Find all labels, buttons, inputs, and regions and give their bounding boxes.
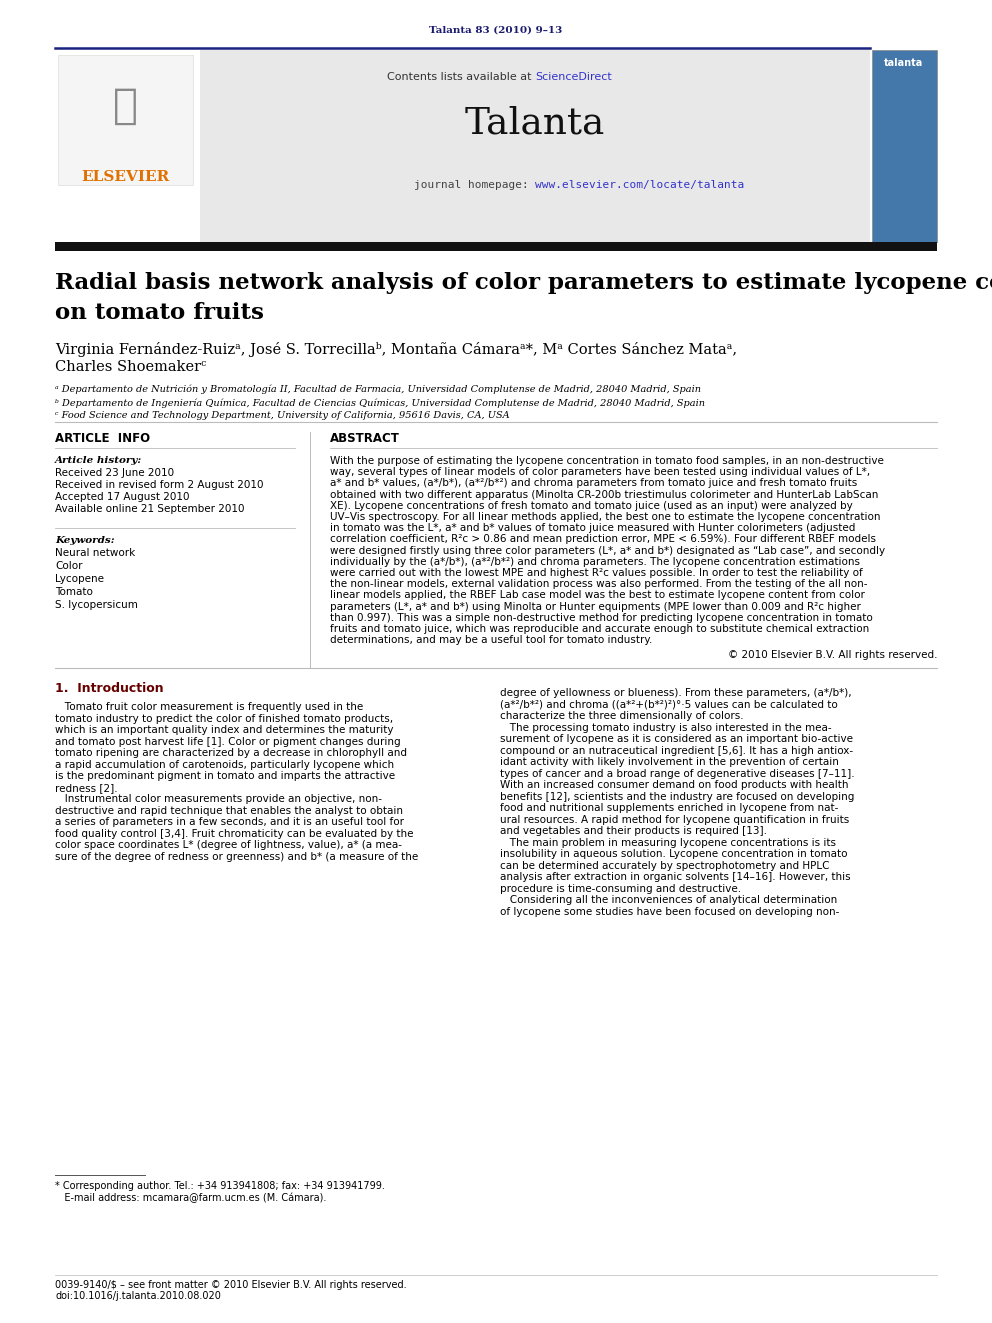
- Text: ELSEVIER: ELSEVIER: [81, 169, 169, 184]
- FancyBboxPatch shape: [872, 50, 937, 242]
- Text: parameters (L*, a* and b*) using Minolta or Hunter equipments (MPE lower than 0.: parameters (L*, a* and b*) using Minolta…: [330, 602, 861, 611]
- Text: the non-linear models, external validation process was also performed. From the : the non-linear models, external validati…: [330, 579, 867, 589]
- Text: Received 23 June 2010: Received 23 June 2010: [55, 468, 175, 478]
- Text: analysis after extraction in organic solvents [14–16]. However, this: analysis after extraction in organic sol…: [500, 872, 850, 882]
- Text: of lycopene some studies have been focused on developing non-: of lycopene some studies have been focus…: [500, 906, 839, 917]
- Text: 1.  Introduction: 1. Introduction: [55, 683, 164, 696]
- Text: food and nutritional supplements enriched in lycopene from nat-: food and nutritional supplements enriche…: [500, 803, 838, 814]
- Text: were carried out with the lowest MPE and highest R²c values possible. In order t: were carried out with the lowest MPE and…: [330, 568, 863, 578]
- Text: on tomato fruits: on tomato fruits: [55, 302, 264, 324]
- Text: fruits and tomato juice, which was reproducible and accurate enough to substitut: fruits and tomato juice, which was repro…: [330, 624, 869, 634]
- Text: color space coordinates L* (degree of lightness, value), a* (a mea-: color space coordinates L* (degree of li…: [55, 840, 402, 851]
- Text: ᵃ Departamento de Nutrición y Bromatología II, Facultad de Farmacia, Universidad: ᵃ Departamento de Nutrición y Bromatolog…: [55, 385, 701, 394]
- Text: Keywords:: Keywords:: [55, 536, 115, 545]
- Text: UV–Vis spectroscopy. For all linear methods applied, the best one to estimate th: UV–Vis spectroscopy. For all linear meth…: [330, 512, 881, 523]
- Text: Radial basis network analysis of color parameters to estimate lycopene content: Radial basis network analysis of color p…: [55, 273, 992, 294]
- Text: With an increased consumer demand on food products with health: With an increased consumer demand on foo…: [500, 781, 848, 790]
- Text: is the predominant pigment in tomato and imparts the attractive: is the predominant pigment in tomato and…: [55, 771, 395, 782]
- Text: E-mail address: mcamara@farm.ucm.es (M. Cámara).: E-mail address: mcamara@farm.ucm.es (M. …: [55, 1193, 326, 1204]
- Text: degree of yellowness or blueness). From these parameters, (a*/b*),: degree of yellowness or blueness). From …: [500, 688, 851, 699]
- Text: Virginia Fernández-Ruizᵃ, José S. Torrecillaᵇ, Montaña Cámaraᵃ*, Mᵃ Cortes Sánch: Virginia Fernández-Ruizᵃ, José S. Torrec…: [55, 343, 737, 357]
- Text: ARTICLE  INFO: ARTICLE INFO: [55, 433, 150, 445]
- Text: food quality control [3,4]. Fruit chromaticity can be evaluated by the: food quality control [3,4]. Fruit chroma…: [55, 830, 414, 839]
- Text: in tomato was the L*, a* and b* values of tomato juice measured with Hunter colo: in tomato was the L*, a* and b* values o…: [330, 523, 855, 533]
- Text: tomato ripening are characterized by a decrease in chlorophyll and: tomato ripening are characterized by a d…: [55, 749, 407, 758]
- Text: The main problem in measuring lycopene concentrations is its: The main problem in measuring lycopene c…: [500, 837, 836, 848]
- Text: Considering all the inconveniences of analytical determination: Considering all the inconveniences of an…: [500, 896, 837, 905]
- Text: Charles Shoemakerᶜ: Charles Shoemakerᶜ: [55, 360, 206, 374]
- Text: tomato industry to predict the color of finished tomato products,: tomato industry to predict the color of …: [55, 714, 393, 724]
- Text: www.elsevier.com/locate/talanta: www.elsevier.com/locate/talanta: [535, 180, 744, 191]
- Text: benefits [12], scientists and the industry are focused on developing: benefits [12], scientists and the indust…: [500, 792, 854, 802]
- Text: With the purpose of estimating the lycopene concentration in tomato food samples: With the purpose of estimating the lycop…: [330, 456, 884, 466]
- Text: ᶜ Food Science and Technology Department, University of California, 95616 Davis,: ᶜ Food Science and Technology Department…: [55, 411, 510, 419]
- Text: doi:10.1016/j.talanta.2010.08.020: doi:10.1016/j.talanta.2010.08.020: [55, 1291, 221, 1301]
- Text: Contents lists available at: Contents lists available at: [387, 71, 535, 82]
- FancyBboxPatch shape: [200, 50, 870, 242]
- Text: ABSTRACT: ABSTRACT: [330, 433, 400, 445]
- Text: determinations, and may be a useful tool for tomato industry.: determinations, and may be a useful tool…: [330, 635, 653, 646]
- Text: journal homepage:: journal homepage:: [414, 180, 535, 191]
- Text: 🌳: 🌳: [112, 85, 138, 127]
- Text: Accepted 17 August 2010: Accepted 17 August 2010: [55, 492, 189, 501]
- Text: Instrumental color measurements provide an objective, non-: Instrumental color measurements provide …: [55, 794, 382, 804]
- Text: and vegetables and their products is required [13].: and vegetables and their products is req…: [500, 827, 767, 836]
- Text: Talanta 83 (2010) 9–13: Talanta 83 (2010) 9–13: [430, 25, 562, 34]
- Text: Lycopene: Lycopene: [55, 574, 104, 583]
- Text: than 0.997). This was a simple non-destructive method for predicting lycopene co: than 0.997). This was a simple non-destr…: [330, 613, 873, 623]
- Text: obtained with two different apparatus (Minolta CR-200b triestimulus colorimeter : obtained with two different apparatus (M…: [330, 490, 878, 500]
- Text: ural resources. A rapid method for lycopene quantification in fruits: ural resources. A rapid method for lycop…: [500, 815, 849, 826]
- Text: S. lycopersicum: S. lycopersicum: [55, 601, 138, 610]
- Text: linear models applied, the RBEF Lab case model was the best to estimate lycopene: linear models applied, the RBEF Lab case…: [330, 590, 865, 601]
- Text: which is an important quality index and determines the maturity: which is an important quality index and …: [55, 725, 394, 736]
- Text: * Corresponding author. Tel.: +34 913941808; fax: +34 913941799.: * Corresponding author. Tel.: +34 913941…: [55, 1181, 385, 1191]
- Text: redness [2].: redness [2].: [55, 783, 118, 792]
- Text: way, several types of linear models of color parameters have been tested using i: way, several types of linear models of c…: [330, 467, 870, 478]
- Text: 0039-9140/$ – see front matter © 2010 Elsevier B.V. All rights reserved.: 0039-9140/$ – see front matter © 2010 El…: [55, 1279, 407, 1290]
- Text: The processing tomato industry is also interested in the mea-: The processing tomato industry is also i…: [500, 722, 831, 733]
- Text: characterize the three dimensionally of colors.: characterize the three dimensionally of …: [500, 712, 744, 721]
- FancyBboxPatch shape: [58, 56, 193, 185]
- Text: and tomato post harvest life [1]. Color or pigment changes during: and tomato post harvest life [1]. Color …: [55, 737, 401, 747]
- Text: © 2010 Elsevier B.V. All rights reserved.: © 2010 Elsevier B.V. All rights reserved…: [727, 651, 937, 660]
- Text: destructive and rapid technique that enables the analyst to obtain: destructive and rapid technique that ena…: [55, 806, 403, 816]
- FancyBboxPatch shape: [55, 242, 937, 251]
- Text: procedure is time-consuming and destructive.: procedure is time-consuming and destruct…: [500, 884, 741, 894]
- Text: a series of parameters in a few seconds, and it is an useful tool for: a series of parameters in a few seconds,…: [55, 818, 404, 827]
- Text: ᵇ Departamento de Ingeniería Química, Facultad de Ciencias Químicas, Universidad: ᵇ Departamento de Ingeniería Química, Fa…: [55, 398, 705, 407]
- Text: Talanta: Talanta: [465, 105, 605, 142]
- Text: Received in revised form 2 August 2010: Received in revised form 2 August 2010: [55, 480, 264, 490]
- Text: Color: Color: [55, 561, 82, 572]
- Text: insolubility in aqueous solution. Lycopene concentration in tomato: insolubility in aqueous solution. Lycope…: [500, 849, 847, 860]
- Text: a rapid accumulation of carotenoids, particularly lycopene which: a rapid accumulation of carotenoids, par…: [55, 759, 394, 770]
- Text: Tomato: Tomato: [55, 587, 93, 597]
- Text: surement of lycopene as it is considered as an important bio-active: surement of lycopene as it is considered…: [500, 734, 853, 745]
- Text: compound or an nutraceutical ingredient [5,6]. It has a high antiox-: compound or an nutraceutical ingredient …: [500, 746, 853, 755]
- Text: correlation coefficient, R²c > 0.86 and mean prediction error, MPE < 6.59%). Fou: correlation coefficient, R²c > 0.86 and …: [330, 534, 876, 544]
- Text: XE). Lycopene concentrations of fresh tomato and tomato juice (used as an input): XE). Lycopene concentrations of fresh to…: [330, 501, 853, 511]
- Text: ScienceDirect: ScienceDirect: [535, 71, 612, 82]
- Text: Tomato fruit color measurement is frequently used in the: Tomato fruit color measurement is freque…: [55, 703, 363, 712]
- Text: Available online 21 September 2010: Available online 21 September 2010: [55, 504, 244, 515]
- Text: sure of the degree of redness or greenness) and b* (a measure of the: sure of the degree of redness or greenne…: [55, 852, 419, 861]
- Text: were designed firstly using three color parameters (L*, a* and b*) designated as: were designed firstly using three color …: [330, 545, 885, 556]
- Text: a* and b* values, (a*/b*), (a*²/b*²) and chroma parameters from tomato juice and: a* and b* values, (a*/b*), (a*²/b*²) and…: [330, 479, 857, 488]
- Text: Neural network: Neural network: [55, 548, 135, 558]
- Text: (a*²/b*²) and chroma ((a*²+(b*²)²)°·5 values can be calculated to: (a*²/b*²) and chroma ((a*²+(b*²)²)°·5 va…: [500, 700, 838, 710]
- Text: can be determined accurately by spectrophotometry and HPLC: can be determined accurately by spectrop…: [500, 861, 829, 871]
- Text: idant activity with likely involvement in the prevention of certain: idant activity with likely involvement i…: [500, 757, 839, 767]
- Text: talanta: talanta: [885, 58, 924, 67]
- Text: types of cancer and a broad range of degenerative diseases [7–11].: types of cancer and a broad range of deg…: [500, 769, 855, 779]
- Text: individually by the (a*/b*), (a*²/b*²) and chroma parameters. The lycopene conce: individually by the (a*/b*), (a*²/b*²) a…: [330, 557, 860, 566]
- Text: Article history:: Article history:: [55, 456, 142, 464]
- FancyBboxPatch shape: [55, 50, 200, 242]
